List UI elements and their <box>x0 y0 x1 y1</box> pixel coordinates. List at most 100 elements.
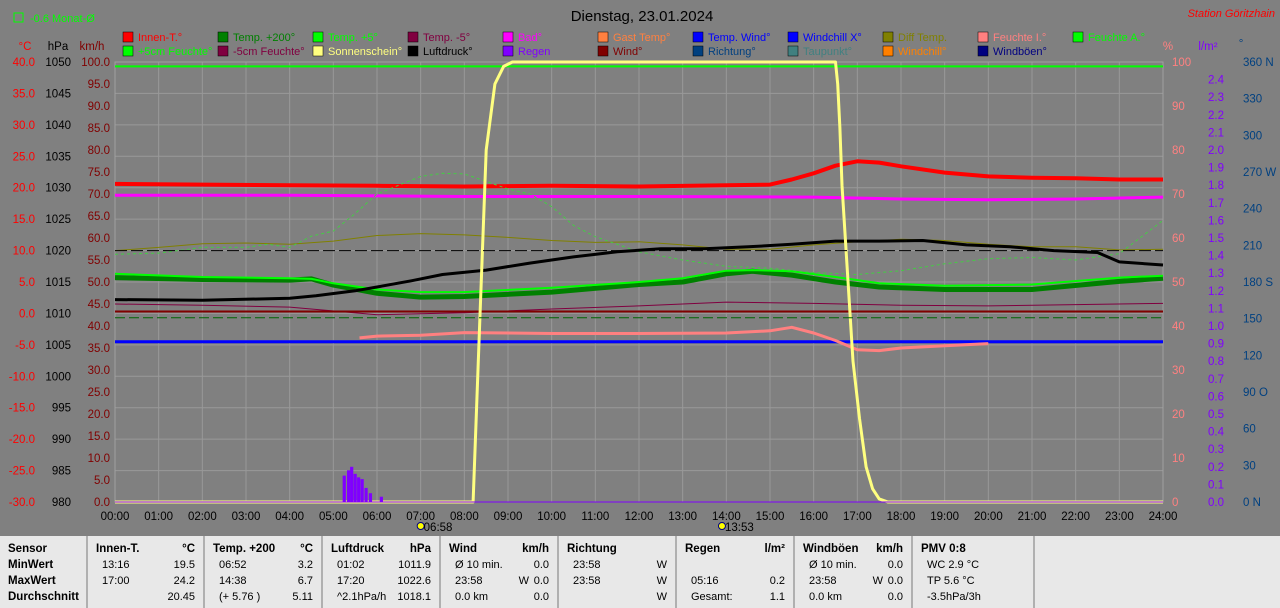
legend-label: +5cm Feuchte° <box>138 46 212 58</box>
rain-tick-label: 1.7 <box>1208 198 1224 210</box>
sunrise-label: 06:58 <box>424 522 453 534</box>
stat-value: 3.2 <box>297 559 313 571</box>
stat-value: 24.2 <box>173 575 195 587</box>
series-line <box>115 60 1163 504</box>
temp-tick-label: -5.0 <box>15 340 35 352</box>
legend-swatch <box>787 45 799 57</box>
press-tick-label: 1000 <box>45 371 71 383</box>
legend-label: Innen-T.° <box>138 32 182 44</box>
rain-axis-unit: l/m² <box>1198 41 1217 53</box>
stat-column: PMV 0:8 WC 2.9 °C TP 5.6 °C -3.5hPa/3h <box>913 536 1035 608</box>
stat-header: Windböen <box>803 543 859 555</box>
rain-tick-label: 0.1 <box>1208 479 1224 491</box>
temp-tick-label: 15.0 <box>13 214 35 226</box>
stat-column: Innen-T. °C 13:16 17:00 19.5 24.2 20.45 <box>88 536 205 608</box>
rain-bar <box>379 496 383 502</box>
series-line <box>114 239 1164 302</box>
wind-axis-unit: km/h <box>80 41 105 53</box>
temp-tick-label: -10.0 <box>9 371 35 383</box>
direction-tick-label: 90 O <box>1243 387 1268 399</box>
wind-tick-label: 30.0 <box>88 365 110 377</box>
humidity-tick-label: 30 <box>1172 365 1185 377</box>
temp-tick-label: -30.0 <box>9 497 35 509</box>
stat-header: Wind <box>449 543 477 555</box>
temp-tick-label: 40.0 <box>13 57 35 69</box>
press-tick-label: 1030 <box>45 183 71 195</box>
legend-label: Temp. -5° <box>423 32 470 44</box>
time-tick-label: 02:00 <box>188 511 217 523</box>
stat-header: Sensor <box>8 543 47 555</box>
stat-value: 0.0 <box>533 559 549 571</box>
direction-tick-label: 300 <box>1243 130 1262 142</box>
rain-tick-label: 0.3 <box>1208 444 1224 456</box>
wind-tick-label: 85.0 <box>88 123 110 135</box>
time-tick-label: 20:00 <box>974 511 1003 523</box>
rain-tick-label: 0.5 <box>1208 409 1224 421</box>
temp-tick-label: 10.0 <box>13 246 35 258</box>
stat-time: (+ 5.76 ) <box>219 591 261 603</box>
time-tick-label: 06:00 <box>363 511 392 523</box>
wind-tick-label: 5.0 <box>94 475 110 487</box>
direction-tick-label: 30 <box>1243 460 1256 472</box>
stat-value: 0.0 <box>887 591 903 603</box>
month-avg-icon <box>13 12 24 23</box>
temp-tick-label: -15.0 <box>9 403 35 415</box>
direction-tick-label: 180 S <box>1243 277 1273 289</box>
press-tick-label: 995 <box>52 403 71 415</box>
legend-label: Sonnenschein° <box>328 46 402 58</box>
wind-tick-label: 75.0 <box>88 167 110 179</box>
stat-time: WC 2.9 °C <box>927 559 980 571</box>
stat-header: Richtung <box>567 543 617 555</box>
time-tick-label: 16:00 <box>799 511 828 523</box>
temp-tick-label: 35.0 <box>13 88 35 100</box>
time-tick-label: 19:00 <box>930 511 959 523</box>
temp-tick-label: 25.0 <box>13 151 35 163</box>
temp-tick-label: -25.0 <box>9 466 35 478</box>
stat-time: 23:58 <box>573 559 601 571</box>
press-tick-label: 1040 <box>45 120 71 132</box>
legend-label: Temp. Wind° <box>708 32 770 44</box>
legend-swatch <box>312 45 324 57</box>
rain-tick-label: 2.0 <box>1208 145 1224 157</box>
humidity-tick-label: 50 <box>1172 277 1185 289</box>
time-tick-label: 10:00 <box>537 511 566 523</box>
humidity-tick-label: 100 <box>1172 57 1191 69</box>
stat-unit: hPa <box>409 543 431 555</box>
stat-header: Temp. +200 <box>213 543 276 555</box>
stat-row-label: MaxWert <box>8 575 56 587</box>
legend-swatch <box>1072 31 1084 43</box>
legend: Innen-T.° Temp. +200° Temp. +5° Temp. -5° Ba… <box>122 31 1145 58</box>
direction-tick-label: 210 <box>1243 240 1262 252</box>
stat-unit: km/h <box>522 543 549 555</box>
press-tick-label: 1010 <box>45 308 71 320</box>
temp-tick-label: 20.0 <box>13 183 35 195</box>
legend-label: Wind° <box>613 46 642 58</box>
press-tick-label: 1045 <box>45 88 71 100</box>
press-tick-label: 990 <box>52 434 71 446</box>
rain-tick-label: 0.6 <box>1208 391 1224 403</box>
sunset-label: 13:53 <box>725 522 754 534</box>
chart-title: Dienstag, 23.01.2024 <box>571 8 714 25</box>
stat-time: 23:58 <box>573 575 601 587</box>
legend-label: Windchill° <box>898 46 946 58</box>
wind-tick-label: 10.0 <box>88 453 110 465</box>
stat-value: 1011.9 <box>398 559 431 571</box>
rain-tick-label: 1.5 <box>1208 233 1224 245</box>
humidity-tick-label: 60 <box>1172 233 1185 245</box>
rain-tick-label: 1.3 <box>1208 268 1224 280</box>
wind-tick-label: 40.0 <box>88 321 110 333</box>
legend-label: Windchill X° <box>803 32 862 44</box>
stat-column: Richtung 23:58 23:58 W W W <box>559 536 677 608</box>
time-tick-label: 17:00 <box>843 511 872 523</box>
stat-time: Ø 10 min. <box>455 559 503 571</box>
stat-value: W <box>656 559 667 571</box>
legend-swatch <box>597 45 609 57</box>
station-name: Station Göritzhain <box>1188 8 1275 20</box>
legend-swatch <box>122 31 134 43</box>
wind-tick-label: 45.0 <box>88 299 110 311</box>
time-tick-label: 21:00 <box>1018 511 1047 523</box>
series-line <box>114 172 1164 275</box>
stat-value: W <box>656 575 667 587</box>
wind-tick-label: 50.0 <box>88 277 110 289</box>
stat-extra: W <box>872 575 883 587</box>
